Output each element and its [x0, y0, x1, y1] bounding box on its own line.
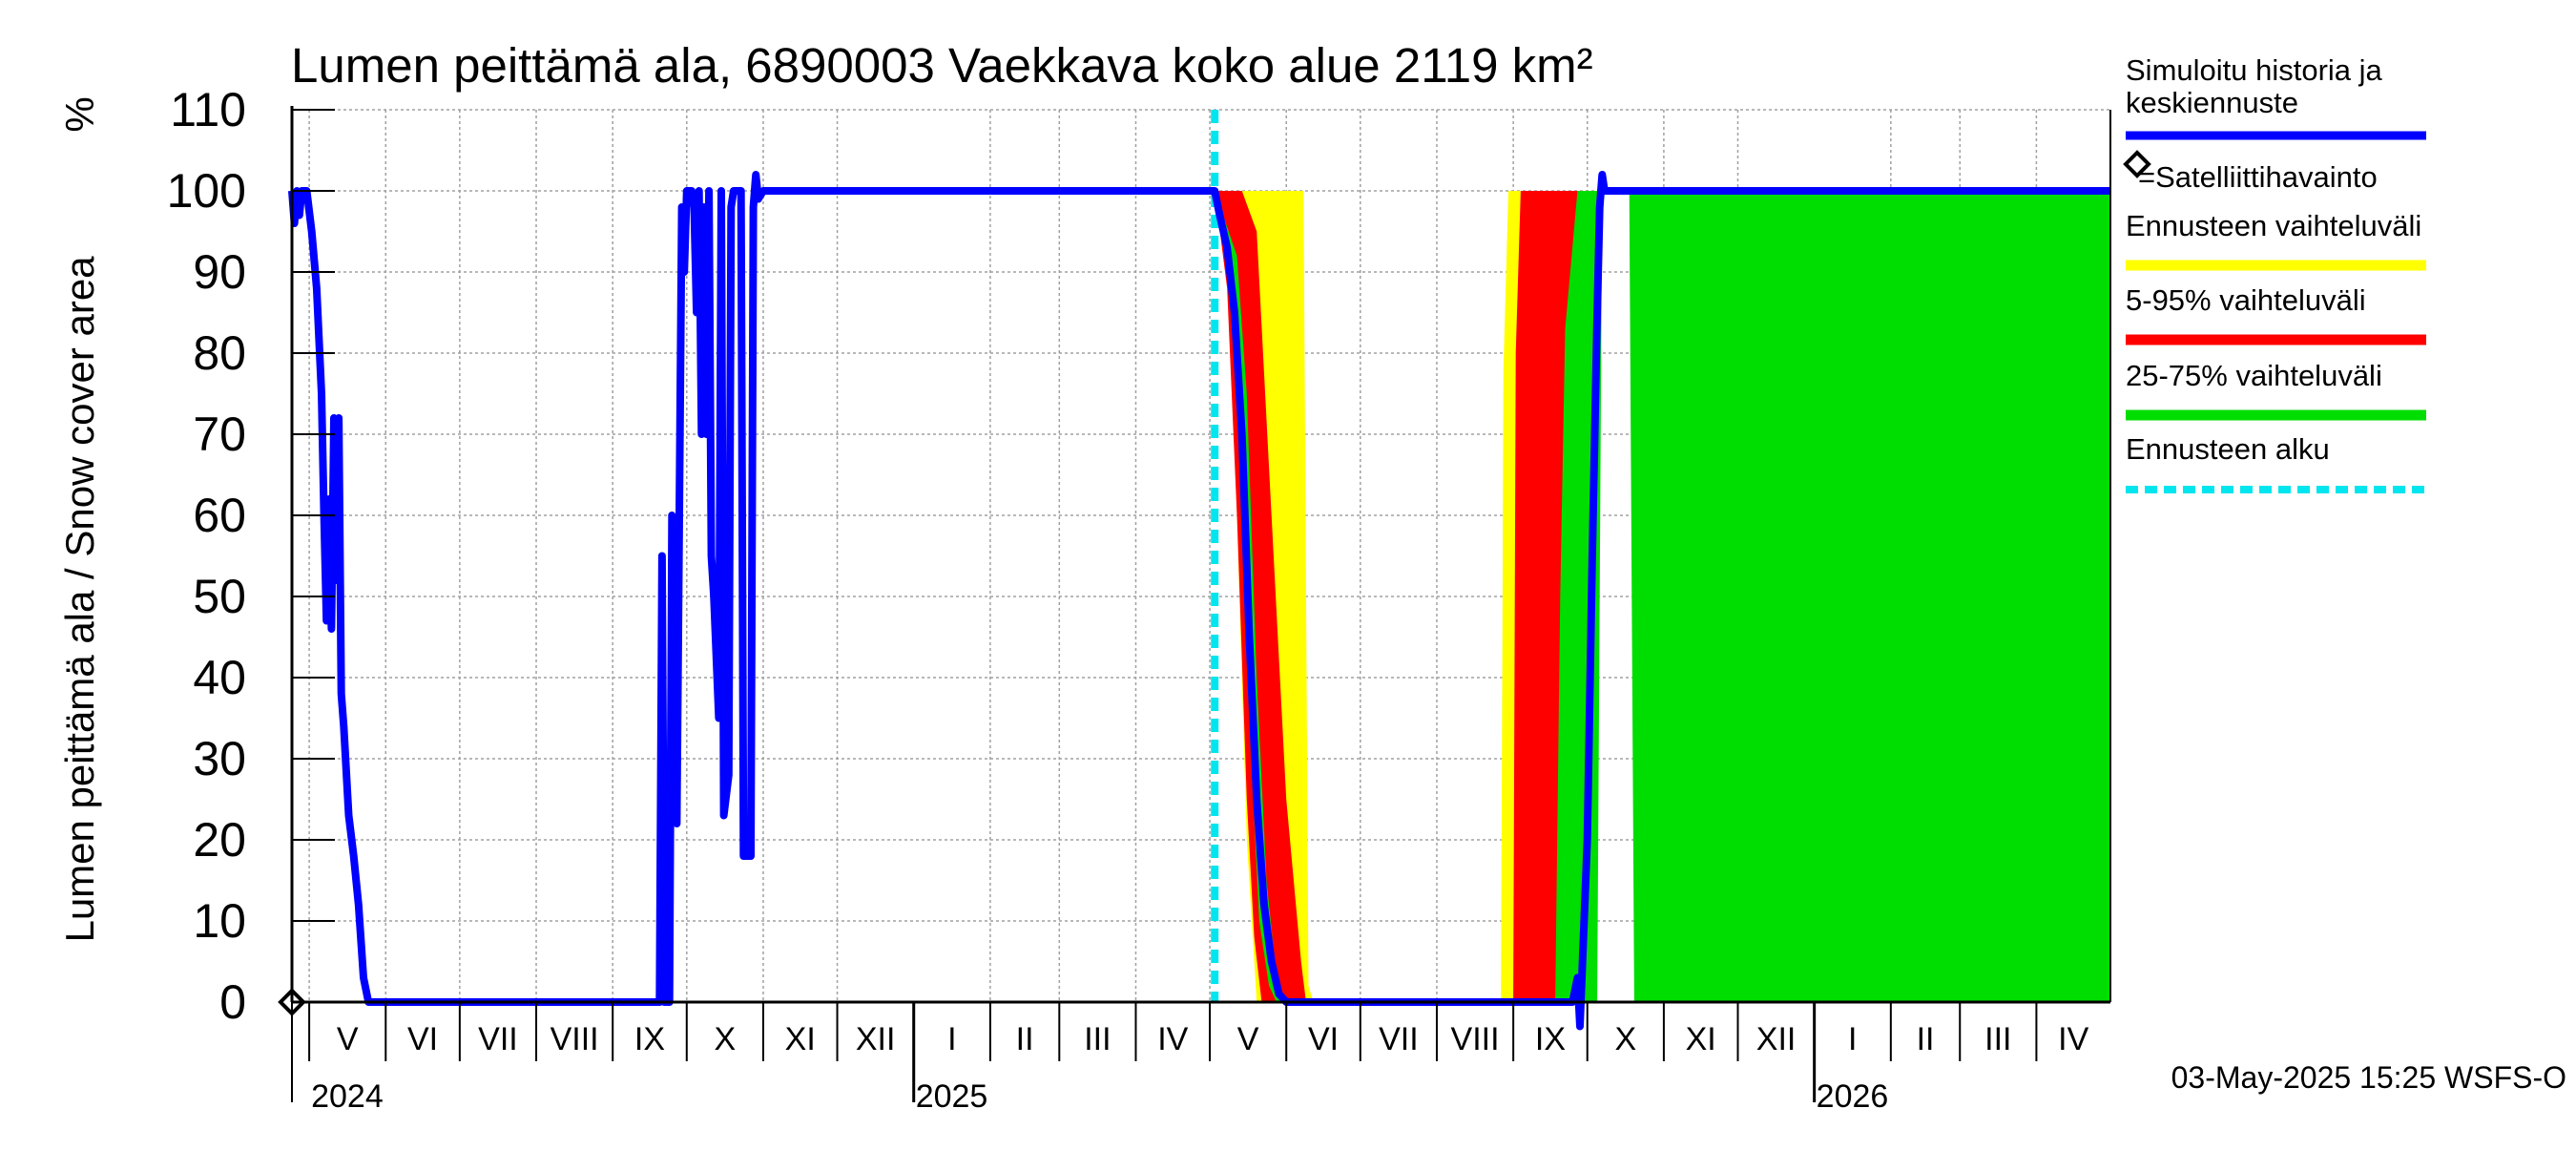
x-tick-label: II — [1016, 1021, 1034, 1057]
x-tick-label: I — [947, 1021, 956, 1057]
y-tick-label: 0 — [219, 975, 246, 1029]
x-tick-label: VIII — [551, 1021, 599, 1057]
x-tick-label: XI — [1686, 1021, 1716, 1057]
y-tick-label: 100 — [167, 164, 246, 218]
x-tick-label: XII — [1756, 1021, 1797, 1057]
y-tick-label: 90 — [193, 245, 246, 299]
y-tick-label: 10 — [193, 894, 246, 948]
x-tick-label: IX — [634, 1021, 665, 1057]
band-00dd00 — [1215, 191, 2110, 1002]
x-tick-label: I — [1848, 1021, 1857, 1057]
forecast-bands — [1215, 191, 2110, 1002]
chart-title: Lumen peittämä ala, 6890003 Vaekkava kok… — [291, 38, 1593, 93]
axes — [290, 106, 2111, 1102]
x-tick-label: VI — [407, 1021, 438, 1057]
legend-label: 25-75% vaihteluväli — [2126, 359, 2382, 392]
x-tick-label: III — [1984, 1021, 2011, 1057]
y-tick-label: 30 — [193, 732, 246, 785]
y-tick-label: 110 — [170, 83, 246, 136]
x-tick-label: IV — [1157, 1021, 1188, 1057]
legend-label: 5-95% vaihteluväli — [2126, 283, 2366, 317]
x-tick-label: XII — [856, 1021, 896, 1057]
y-tick-labels: 0 10 20 30 40 50 60 70 80 90 100 110 — [167, 83, 246, 1029]
footer-timestamp: 03-May-2025 15:25 WSFS-O — [2171, 1060, 2566, 1095]
year-label: 2025 — [916, 1078, 988, 1115]
x-tick-label: VII — [478, 1021, 518, 1057]
x-tick-label: IV — [2058, 1021, 2088, 1057]
x-tick-label: XI — [785, 1021, 816, 1057]
y-tick-label: 60 — [193, 489, 246, 542]
legend-label: Ennusteen alku — [2126, 432, 2330, 466]
y-tick-label: 70 — [193, 408, 246, 461]
y-axis-label: Lumen peittämä ala / Snow cover area — [57, 256, 102, 943]
legend-label: Ennusteen vaihteluväli — [2126, 209, 2421, 242]
legend-label: =Satelliittihavainto — [2138, 160, 2378, 194]
x-tick-label: III — [1084, 1021, 1111, 1057]
x-tick-label: X — [715, 1021, 737, 1057]
legend-label: keskiennuste — [2126, 86, 2298, 119]
x-tick-label: II — [1917, 1021, 1935, 1057]
year-label: 2026 — [1817, 1078, 1889, 1115]
y-axis-unit: % — [57, 96, 102, 132]
x-tick-label: VII — [1379, 1021, 1419, 1057]
x-tick-label: X — [1614, 1021, 1636, 1057]
y-tick-label: 20 — [193, 813, 246, 867]
y-tick-label: 50 — [193, 570, 246, 623]
x-tick-label: V — [1237, 1021, 1259, 1057]
y-tick-label: 40 — [193, 651, 246, 704]
series-line-simulated — [288, 171, 2110, 1031]
x-tick-label: VI — [1308, 1021, 1339, 1057]
x-tick-label: IX — [1535, 1021, 1566, 1057]
year-label: 2024 — [311, 1078, 384, 1115]
x-tick-labels: V VI VII VIII IX X XI XII I II III IV V VI VII VIII IX X X… — [311, 1021, 2088, 1115]
y-tick-label: 80 — [193, 326, 246, 380]
legend-label: Simuloitu historia ja — [2126, 53, 2383, 87]
legend-diamond-icon — [2123, 150, 2151, 178]
x-tick-label: VIII — [1451, 1021, 1500, 1057]
x-tick-label: V — [337, 1021, 359, 1057]
